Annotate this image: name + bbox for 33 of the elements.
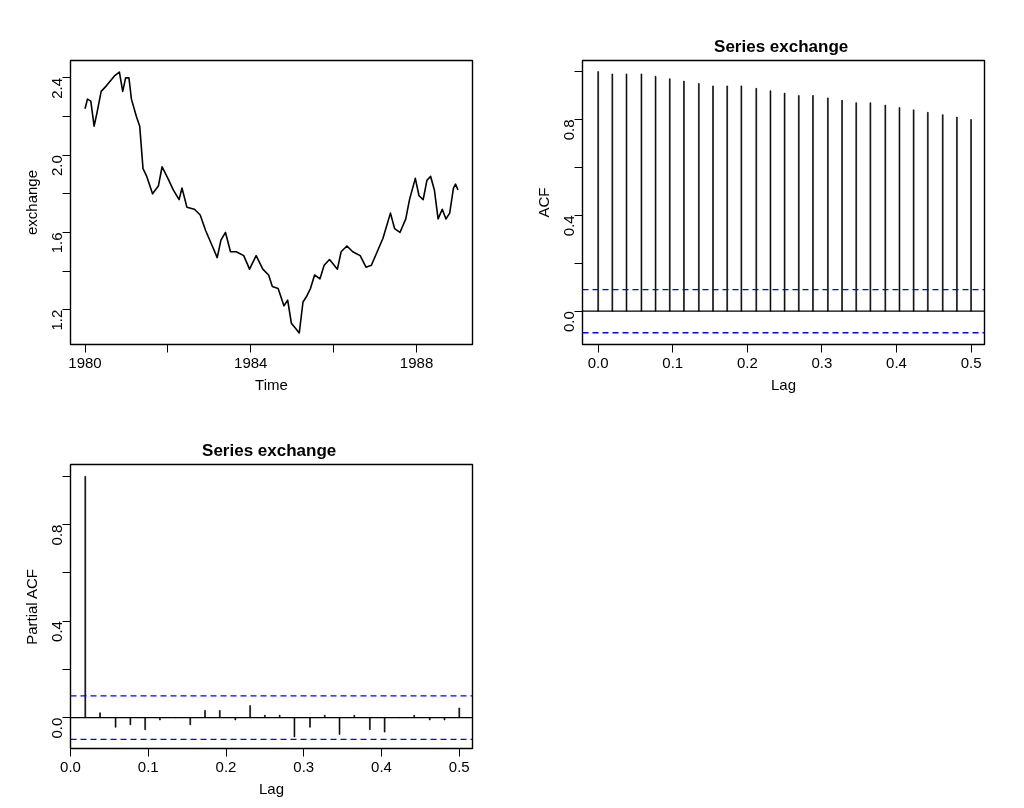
x-tick-label: 0.5 [960,353,982,371]
y-tick-label: 1.2 [48,309,66,331]
x-tick-label: 1980 [68,353,102,371]
x-tick-label: 0.1 [662,353,684,371]
chart-title: Series exchange [714,36,849,56]
y-tick-label: 1.6 [48,232,66,254]
y-tick-label: 0.4 [560,215,578,237]
y-tick-label: 2.0 [48,155,66,177]
y-axis-title: Partial ACF [22,568,40,645]
x-tick-label: 0.2 [736,353,758,371]
y-tick-label: 0.8 [560,119,578,141]
y-axis-title: ACF [534,187,552,218]
x-tick-label: 0.5 [448,757,470,775]
chart-title: Series exchange [202,440,337,460]
x-tick-label: 0.2 [215,757,237,775]
y-tick-label: 0.8 [48,524,66,546]
x-tick-label: 0.4 [371,757,392,775]
x-tick-label: 0.0 [587,353,609,371]
x-axis-title: Time [255,375,288,393]
x-tick-label: 0.0 [60,757,81,775]
x-axis-title: Lag [258,779,285,797]
x-tick-label: 0.1 [137,757,159,775]
y-tick-label: 0.4 [48,621,66,642]
x-tick-label: 1984 [234,353,268,371]
y-tick-label: 0.0 [48,717,66,739]
y-tick-label: 2.4 [48,77,66,99]
x-axis-title: Lag [770,375,797,393]
x-tick-label: 0.4 [886,353,907,371]
x-tick-label: 0.3 [293,757,315,775]
x-tick-label: 1988 [399,353,434,371]
y-tick-label: 0.0 [560,311,578,333]
x-tick-label: 0.3 [811,353,833,371]
y-axis-title: exchange [22,169,40,236]
